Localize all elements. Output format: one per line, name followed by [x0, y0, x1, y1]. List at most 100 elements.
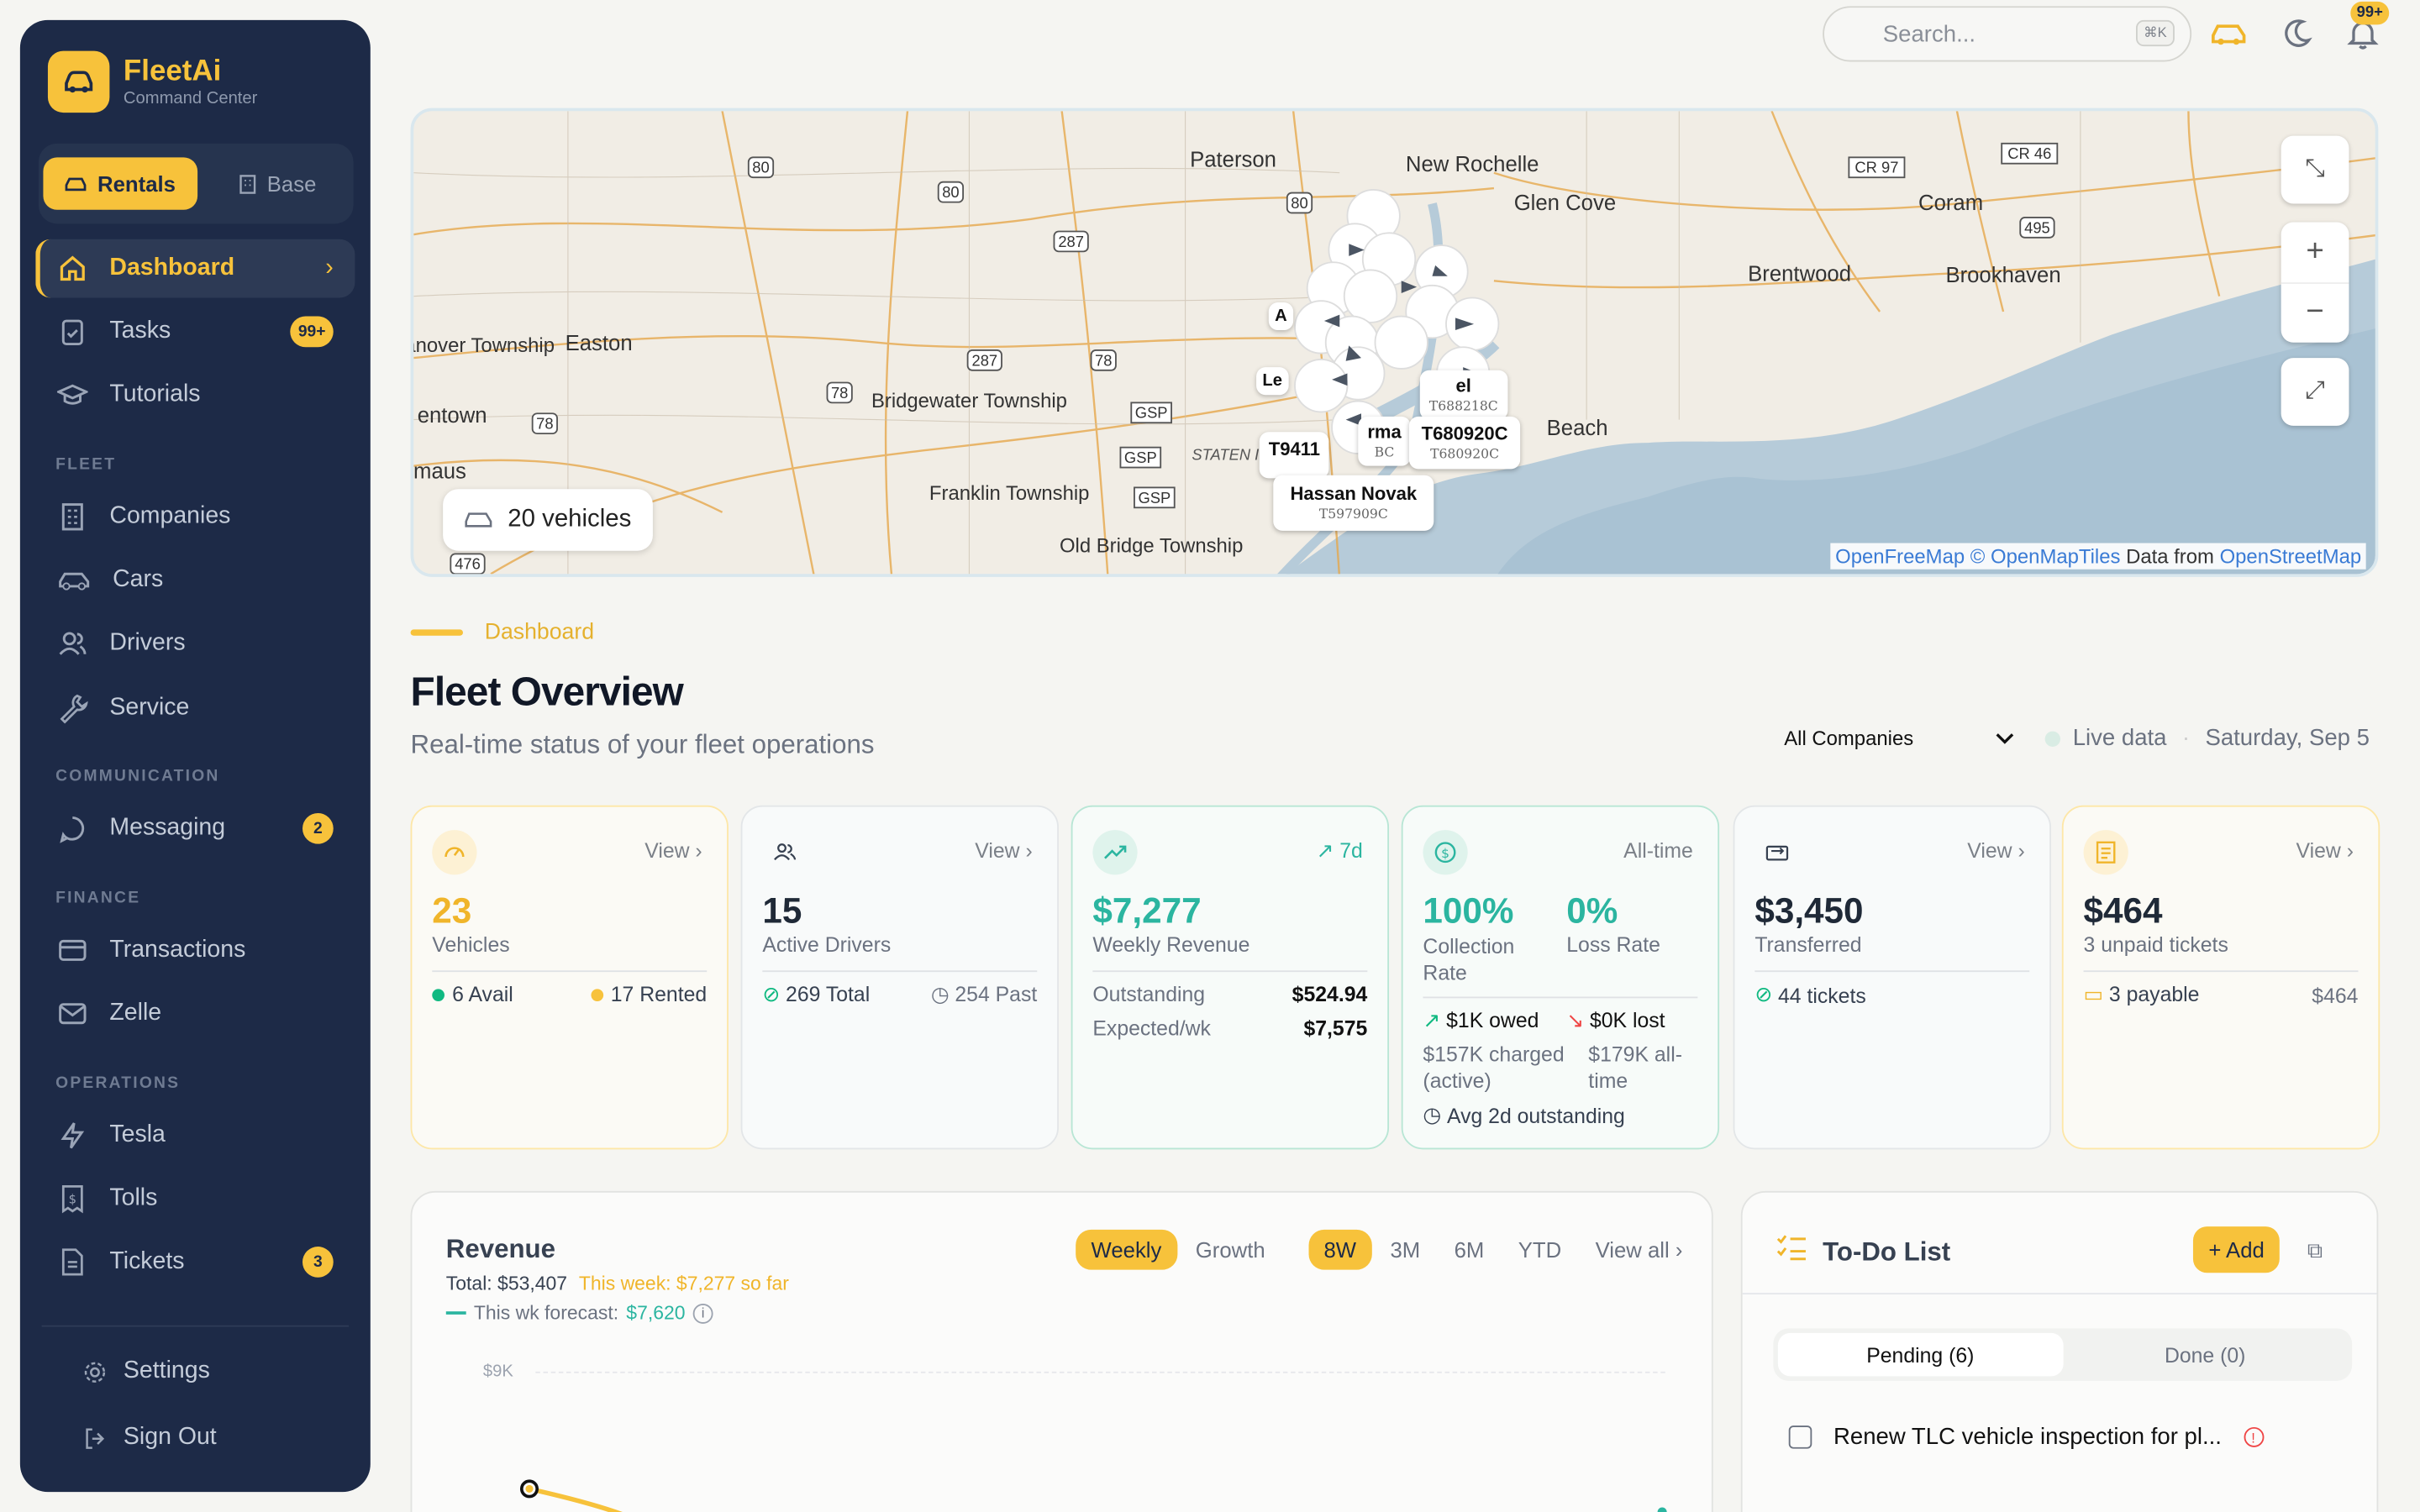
fullscreen-button[interactable]: ⤢: [2281, 358, 2349, 426]
finance-section-label: FINANCE: [55, 888, 141, 907]
drivers-card[interactable]: View › 15 Active Drivers ⊘ 269 Total ◷ 2…: [740, 805, 1059, 1150]
vehicle-marker-name: T680920C: [1421, 423, 1508, 444]
vehicle-marker-label[interactable]: T9411: [1259, 432, 1330, 479]
map-place-label: Glen Cove: [1514, 192, 1616, 215]
card-divider: [1423, 996, 1698, 999]
vehicle-marker-plate: T688218C: [1428, 399, 1498, 416]
revenue-period-link[interactable]: ↗ 7d: [1316, 839, 1363, 863]
openstreetmap-link[interactable]: OpenStreetMap: [2219, 544, 2362, 568]
sidebar-item-tolls[interactable]: $ Tolls: [35, 1169, 355, 1228]
unpaid-label: 3 unpaid tickets: [2083, 933, 2228, 957]
todo-item-text[interactable]: Renew TLC vehicle inspection for pl...: [1833, 1424, 2222, 1451]
sidebar-item-label: Transactions: [109, 936, 246, 963]
sidebar-item-dashboard[interactable]: Dashboard ›: [35, 239, 355, 298]
company-select[interactable]: All Companies: [1772, 727, 2027, 750]
communication-section-label: COMMUNICATION: [55, 766, 220, 785]
todo-checkbox[interactable]: [1788, 1425, 1812, 1449]
collection-card[interactable]: $ All-time 100% 0% Collection Rate Loss …: [1401, 805, 1720, 1150]
brand[interactable]: FleetAi Command Center: [47, 50, 257, 113]
map-canvas: Paterson New Rochelle Glen Cove Coram Br…: [413, 111, 2375, 575]
view-all-link[interactable]: View all ›: [1595, 1237, 1683, 1263]
sidebar-item-tickets[interactable]: Tickets 3: [35, 1233, 355, 1292]
sidebar-item-service[interactable]: Service: [35, 679, 355, 738]
sidebar-item-label: Messaging: [109, 814, 226, 842]
weekly-revenue-card[interactable]: ↗ 7d $7,277 Weekly Revenue Outstanding $…: [1071, 805, 1390, 1150]
transferred-card[interactable]: View › $3,450 Transferred ⊘ 44 tickets: [1733, 805, 2051, 1150]
sidebar-item-tasks[interactable]: Tasks 99+: [35, 302, 355, 361]
sidebar-item-transactions[interactable]: Transactions: [35, 921, 355, 980]
sidebar-item-tesla[interactable]: Tesla: [35, 1106, 355, 1165]
sidebar-item-zelle[interactable]: Zelle: [35, 984, 355, 1043]
moon-icon[interactable]: [2280, 17, 2313, 59]
unpaid-amount: $464: [2083, 890, 2163, 931]
vehicles-card[interactable]: View › 23 Vehicles 6 Avail 17 Rented: [410, 805, 729, 1150]
vehicle-marker-label[interactable]: Le: [1256, 367, 1289, 396]
base-mode-button[interactable]: Base: [207, 157, 347, 209]
openmaptiles-link[interactable]: © OpenMapTiles: [1970, 544, 2121, 568]
map-place-label: Coram: [1918, 192, 1983, 215]
sidebar-item-tutorials[interactable]: Tutorials: [35, 365, 355, 424]
range-8w[interactable]: 8W: [1308, 1229, 1372, 1270]
openfreemap-link[interactable]: OpenFreeMap: [1835, 544, 1965, 568]
sidebar-item-label: Tasks: [109, 318, 171, 344]
sidebar-item-drivers[interactable]: Drivers: [35, 614, 355, 673]
sidebar-item-label: Tutorials: [109, 381, 201, 407]
vehicle-marker-label[interactable]: T680920C T680920C: [1408, 416, 1521, 470]
info-icon[interactable]: i: [692, 1303, 713, 1323]
check-circle-icon: ⊘: [762, 982, 781, 1006]
vehicle-marker-label[interactable]: A: [1268, 302, 1294, 331]
lightning-icon: [57, 1120, 88, 1151]
rentals-mode-button[interactable]: Rentals: [43, 157, 198, 210]
unpaid-tickets-card[interactable]: View › $464 3 unpaid tickets ▭ 3 payable…: [2061, 805, 2381, 1150]
vehicle-marker-label[interactable]: Hassan Novak T597909C: [1273, 475, 1434, 531]
range-ytd[interactable]: YTD: [1518, 1237, 1562, 1263]
map-route-label: 287: [1058, 233, 1084, 250]
vehicle-marker-label[interactable]: el T688218C: [1419, 370, 1507, 420]
add-todo-button[interactable]: + Add: [2192, 1226, 2281, 1273]
tab-pending[interactable]: Pending (6): [1777, 1332, 2063, 1377]
sidebar-item-sign-out[interactable]: Sign Out: [35, 1409, 355, 1467]
mail-icon: [57, 998, 88, 1029]
sidebar-item-label: Settings: [123, 1357, 210, 1384]
live-data-label: Live data: [2072, 725, 2167, 752]
drivers-stats-row: ⊘ 269 Total ◷ 254 Past: [762, 983, 1037, 1007]
vehicles-view-link[interactable]: View ›: [644, 839, 702, 863]
tab-weekly[interactable]: Weekly: [1076, 1229, 1177, 1270]
forecast-label: This wk forecast:: [473, 1302, 619, 1324]
vehicle-marker-label[interactable]: rma BC: [1358, 416, 1411, 466]
sidebar-item-label: Cars: [113, 566, 164, 593]
tab-done[interactable]: Done (0): [2164, 1342, 2246, 1367]
vehicles-label: Vehicles: [432, 933, 510, 957]
separator-dot: ·: [2181, 725, 2191, 752]
payable-row: ▭ 3 payable $464: [2084, 983, 2359, 1007]
collection-period: All-time: [1623, 839, 1693, 863]
outstanding-value: $524.94: [1292, 982, 1368, 1006]
sidebar-item-companies[interactable]: Companies: [35, 487, 355, 546]
zoom-in-button[interactable]: +: [2306, 234, 2324, 269]
sidebar-item-messaging[interactable]: Messaging 2: [35, 799, 355, 858]
revenue-total-row: Total: $53,407 This week: $7,277 so far: [446, 1273, 789, 1294]
car-mode-icon[interactable]: [2210, 18, 2247, 57]
tab-growth[interactable]: Growth: [1195, 1237, 1265, 1263]
search-input[interactable]: Search... ⌘K: [1823, 6, 2192, 62]
range-3m[interactable]: 3M: [1390, 1237, 1421, 1263]
forecast-point[interactable]: [1657, 1507, 1667, 1512]
all-time-total: $179K all-time: [1588, 1042, 1682, 1093]
fit-bounds-button[interactable]: ⤡: [2281, 135, 2349, 204]
vehicle-count-pill[interactable]: 20 vehicles: [443, 489, 653, 551]
card-divider: [2083, 970, 2359, 973]
map-route-label: 80: [752, 159, 769, 176]
map-route-label: CR 46: [2007, 144, 2051, 162]
sidebar-item-settings[interactable]: Settings: [35, 1342, 355, 1401]
external-link-icon[interactable]: ⧉: [2307, 1237, 2323, 1263]
transferred-view-link[interactable]: View ›: [1967, 839, 2025, 863]
users-icon: [762, 830, 807, 874]
range-6m[interactable]: 6M: [1454, 1237, 1485, 1263]
zoom-out-button[interactable]: −: [2281, 282, 2349, 343]
sidebar-item-cars[interactable]: Cars: [35, 551, 355, 610]
map-route-label: 80: [1291, 194, 1307, 212]
drivers-view-link[interactable]: View ›: [975, 839, 1033, 863]
unpaid-view-link[interactable]: View ›: [2296, 839, 2354, 863]
search-placeholder: Search...: [1882, 20, 1976, 48]
fleet-map[interactable]: Paterson New Rochelle Glen Cove Coram Br…: [410, 108, 2379, 577]
